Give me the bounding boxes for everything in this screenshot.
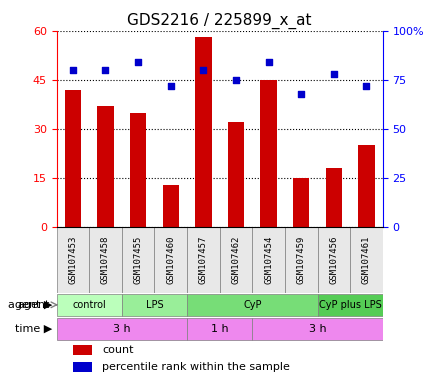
Text: LPS: LPS xyxy=(145,300,163,310)
Point xyxy=(297,91,304,97)
Text: CyP plus LPS: CyP plus LPS xyxy=(318,300,381,310)
Bar xyxy=(187,294,317,316)
Text: control: control xyxy=(72,300,106,310)
FancyBboxPatch shape xyxy=(56,227,89,293)
FancyBboxPatch shape xyxy=(154,227,187,293)
Point xyxy=(199,67,207,73)
Bar xyxy=(227,122,243,227)
Text: GSM107454: GSM107454 xyxy=(263,236,273,284)
Bar xyxy=(325,168,341,227)
Text: GSM107453: GSM107453 xyxy=(68,236,77,284)
Point xyxy=(167,83,174,89)
FancyBboxPatch shape xyxy=(252,227,284,293)
Text: GSM107457: GSM107457 xyxy=(198,236,207,284)
FancyBboxPatch shape xyxy=(89,227,122,293)
FancyBboxPatch shape xyxy=(219,227,252,293)
Bar xyxy=(195,37,211,227)
Text: agent ▶: agent ▶ xyxy=(8,300,52,310)
Text: GSM107461: GSM107461 xyxy=(361,236,370,284)
FancyBboxPatch shape xyxy=(122,227,154,293)
Text: 3 h: 3 h xyxy=(308,324,326,334)
Text: CyP: CyP xyxy=(243,300,261,310)
Point xyxy=(265,59,272,65)
Text: GSM107459: GSM107459 xyxy=(296,236,305,284)
Bar xyxy=(260,80,276,227)
Point xyxy=(362,83,369,89)
Text: count: count xyxy=(102,345,133,355)
Point xyxy=(102,67,108,73)
Bar xyxy=(130,113,146,227)
Point xyxy=(330,71,337,77)
FancyBboxPatch shape xyxy=(317,227,349,293)
FancyBboxPatch shape xyxy=(284,227,317,293)
Text: 3 h: 3 h xyxy=(113,324,130,334)
Bar xyxy=(252,318,382,339)
Bar xyxy=(97,106,113,227)
Bar xyxy=(187,318,252,339)
Point xyxy=(135,59,141,65)
Text: GSM107456: GSM107456 xyxy=(329,236,338,284)
Title: GDS2216 / 225899_x_at: GDS2216 / 225899_x_at xyxy=(127,13,311,29)
FancyBboxPatch shape xyxy=(349,227,382,293)
Point xyxy=(232,77,239,83)
Text: percentile rank within the sample: percentile rank within the sample xyxy=(102,362,289,372)
Bar xyxy=(293,178,309,227)
Bar xyxy=(65,90,81,227)
Text: 1 h: 1 h xyxy=(210,324,228,334)
Bar xyxy=(56,318,187,339)
Bar xyxy=(122,294,187,316)
Bar xyxy=(317,294,382,316)
Text: agent: agent xyxy=(18,300,50,310)
Text: GSM107455: GSM107455 xyxy=(133,236,142,284)
Bar xyxy=(73,345,92,354)
Text: GSM107460: GSM107460 xyxy=(166,236,175,284)
Text: time ▶: time ▶ xyxy=(15,324,52,334)
Bar xyxy=(162,185,178,227)
Text: GSM107462: GSM107462 xyxy=(231,236,240,284)
FancyBboxPatch shape xyxy=(187,227,219,293)
Bar xyxy=(56,294,122,316)
Point xyxy=(69,67,76,73)
Text: GSM107458: GSM107458 xyxy=(101,236,110,284)
Bar xyxy=(358,146,374,227)
Bar xyxy=(73,362,92,372)
